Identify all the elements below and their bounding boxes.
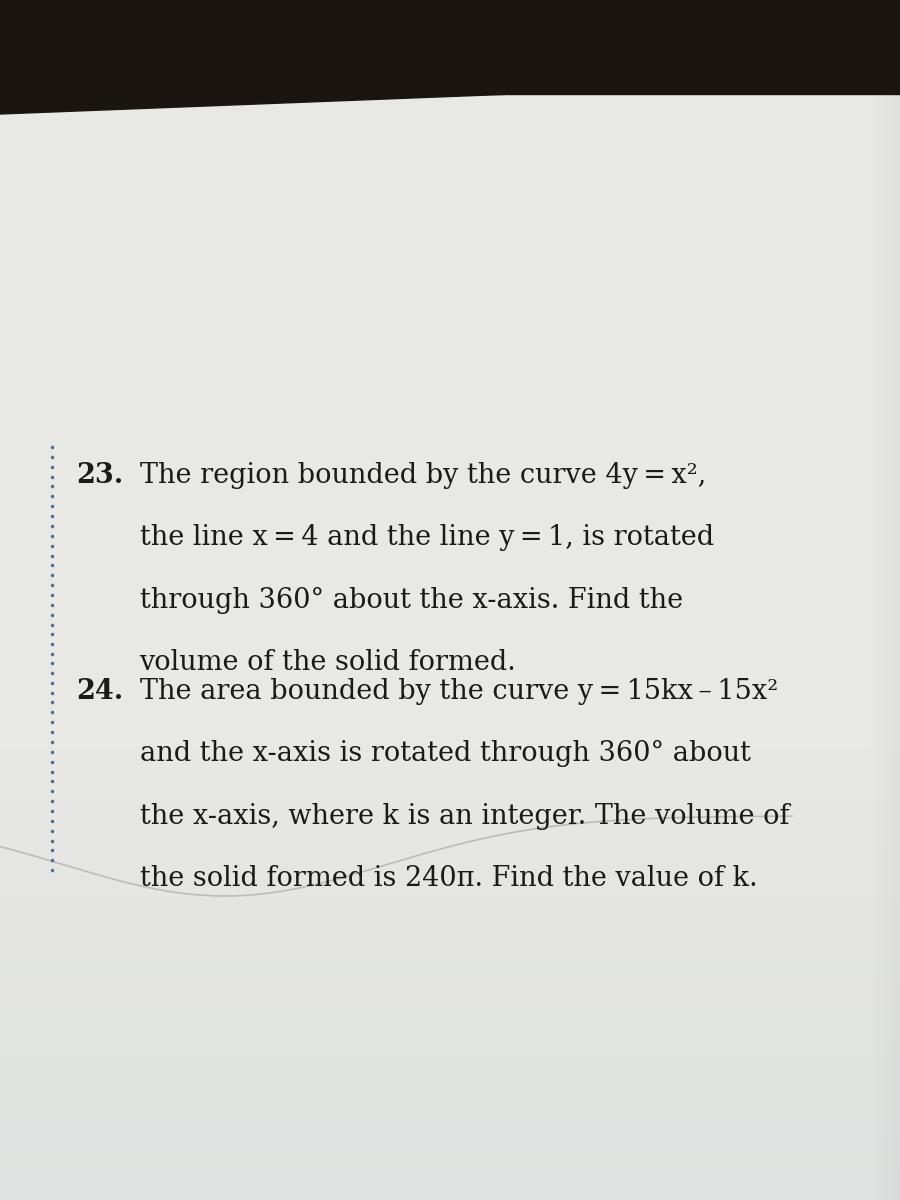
Text: The region bounded by the curve 4y = x²,: The region bounded by the curve 4y = x²,	[140, 462, 706, 490]
Text: The area bounded by the curve y = 15kx – 15x²: The area bounded by the curve y = 15kx –…	[140, 678, 778, 704]
Text: volume of the solid formed.: volume of the solid formed.	[140, 649, 517, 677]
Text: 24.: 24.	[76, 678, 124, 704]
Text: the line x = 4 and the line y = 1, is rotated: the line x = 4 and the line y = 1, is ro…	[140, 524, 714, 551]
Text: and the x-axis is rotated through 360° about: and the x-axis is rotated through 360° a…	[140, 740, 751, 768]
Text: the x-axis, where k is an integer. The volume of: the x-axis, where k is an integer. The v…	[140, 803, 789, 830]
Text: 23.: 23.	[76, 462, 124, 490]
Text: through 360° about the x-axis. Find the: through 360° about the x-axis. Find the	[140, 587, 682, 614]
Text: the solid formed is 240π. Find the value of k.: the solid formed is 240π. Find the value…	[140, 865, 757, 893]
